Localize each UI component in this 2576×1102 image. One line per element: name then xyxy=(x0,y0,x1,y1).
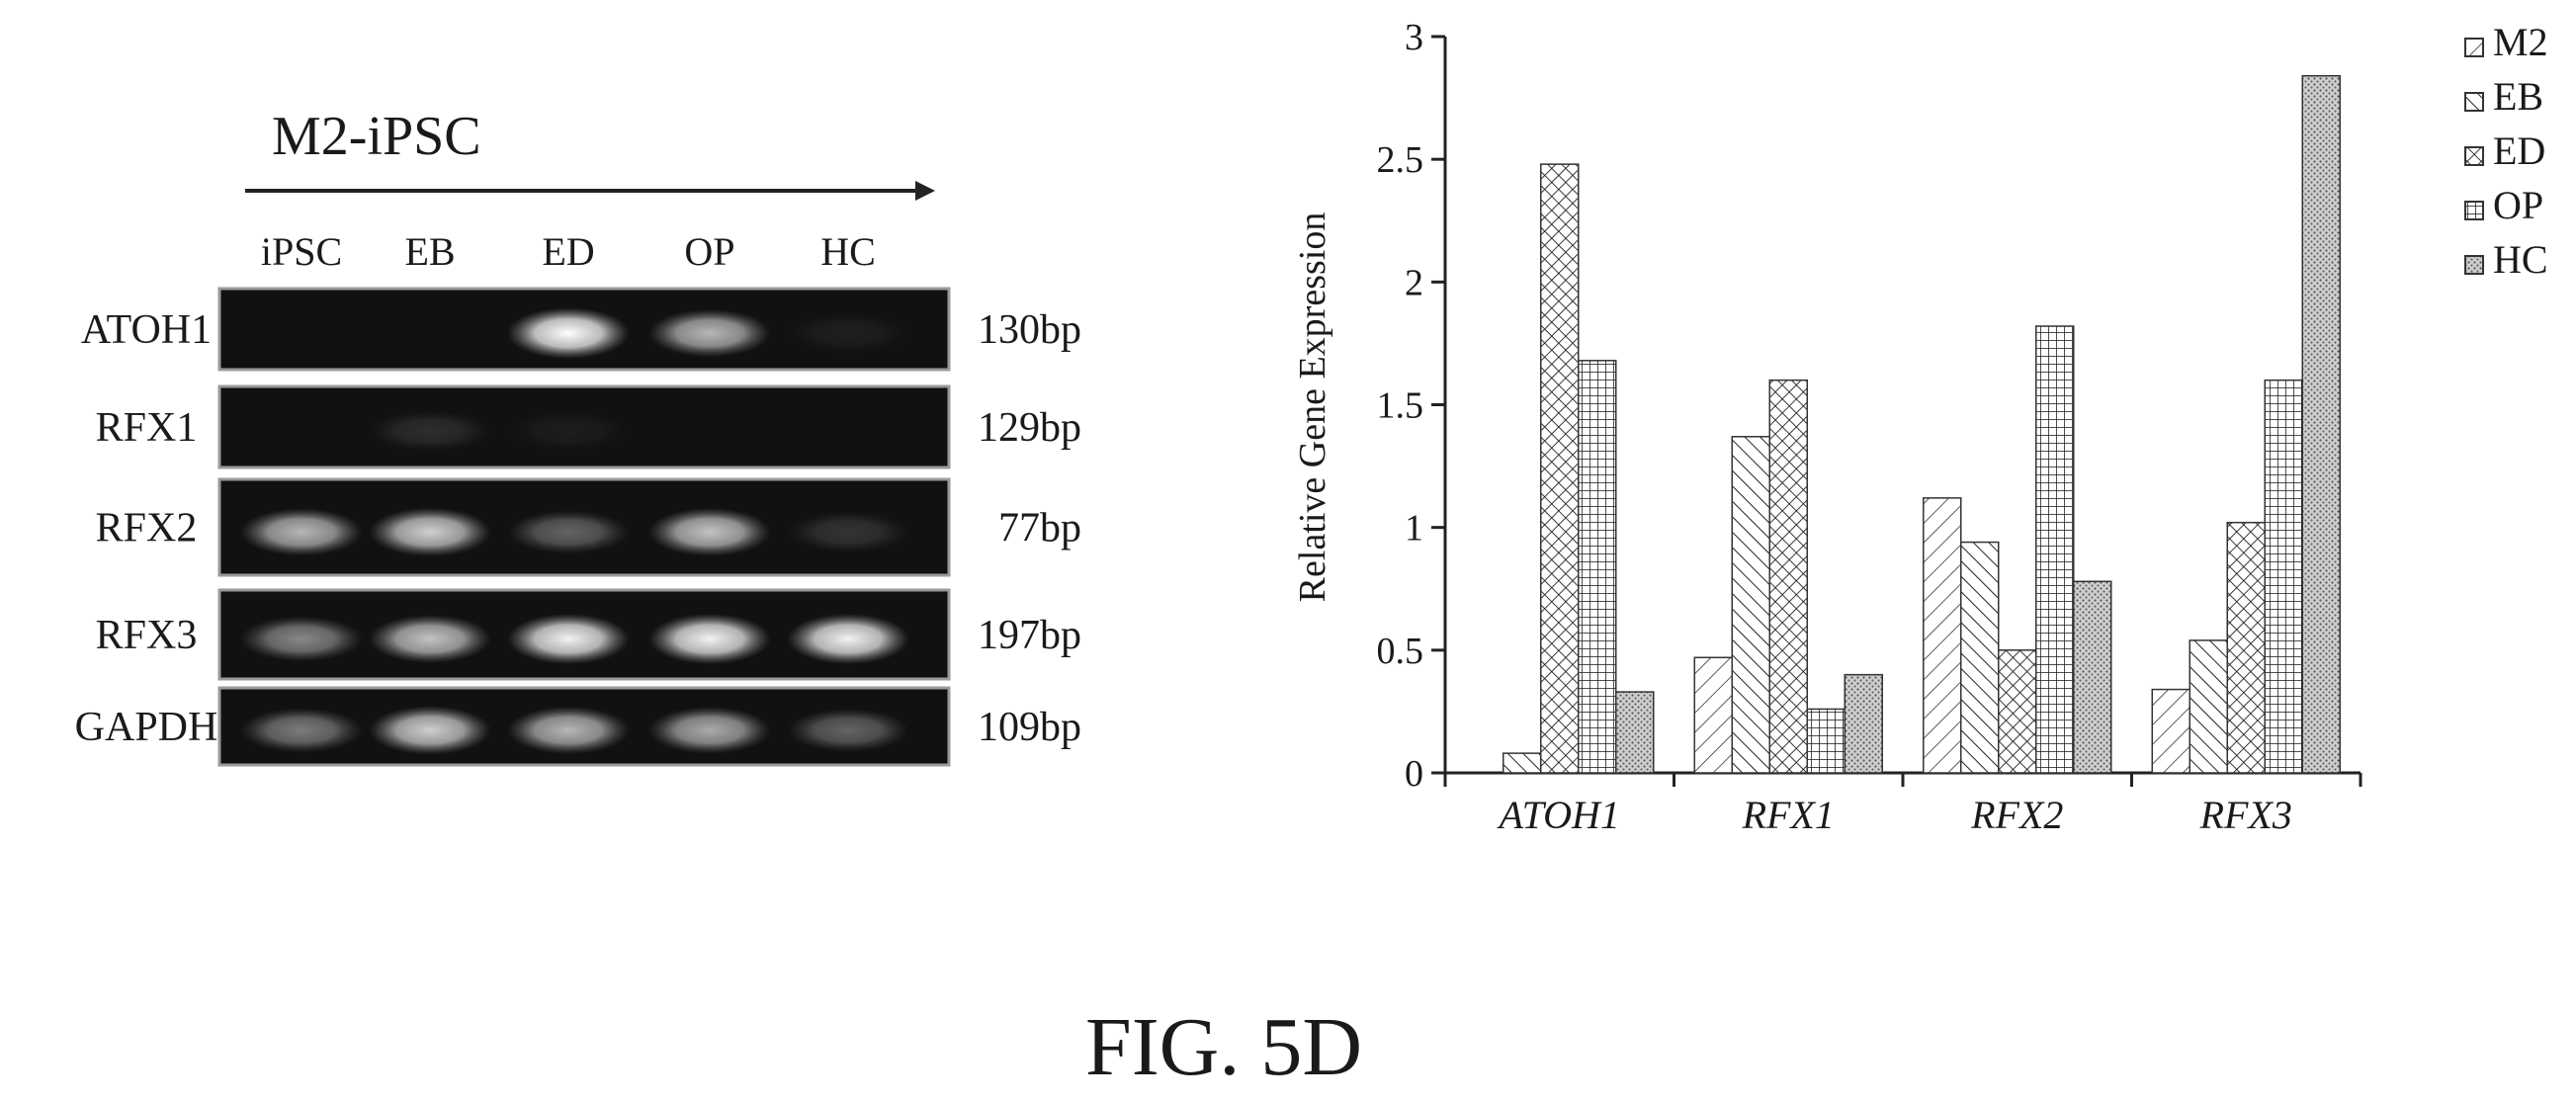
legend-swatch-ed xyxy=(2464,146,2484,166)
bar-m2-rfx1 xyxy=(1693,656,1733,774)
gene-label: RFX2 xyxy=(96,506,198,551)
gel-panel: M2-iPSC iPSC EB ED OP HC ATOH1 130bp RFX1 129bp… xyxy=(75,106,1081,767)
gel-band xyxy=(787,613,909,665)
bar-eb-rfx2 xyxy=(1960,541,2000,774)
lane-label: EB xyxy=(404,229,455,274)
gel-band xyxy=(369,507,491,557)
gel-band xyxy=(507,410,630,452)
gel-band xyxy=(787,511,909,553)
bar-op-rfx1 xyxy=(1806,708,1846,774)
lane-label: HC xyxy=(820,229,876,274)
y-tick-label: 1 xyxy=(1405,508,1423,550)
x-tick-label: ATOH1 xyxy=(1497,793,1620,837)
gel-band xyxy=(240,708,363,753)
band-size-label: 77bp xyxy=(998,506,1081,551)
gene-label: RFX3 xyxy=(96,613,198,658)
gel-band xyxy=(648,613,771,665)
legend-label: EB xyxy=(2493,74,2543,119)
gel-band xyxy=(507,613,630,665)
bar-chart: Relative Gene Expression ATOH1 RFX1 RFX2 RF… xyxy=(1292,17,2548,837)
chart-bars xyxy=(1503,74,2341,774)
x-tick-label: RFX2 xyxy=(1970,793,2063,837)
gel-lane-labels: iPSC EB ED OP HC xyxy=(261,229,876,274)
bar-eb-rfx3 xyxy=(2189,639,2228,774)
lane-label: OP xyxy=(684,229,734,274)
gel-title: M2-iPSC xyxy=(272,106,481,167)
y-tick-label: 2 xyxy=(1405,262,1423,303)
legend-label: ED xyxy=(2493,128,2545,173)
legend-label: OP xyxy=(2493,183,2543,227)
y-tick-labels: 0 0.5 1 1.5 2 2.5 3 xyxy=(1377,17,1424,795)
gel-row-atoh1: ATOH1 130bp xyxy=(81,287,1081,372)
gel-band xyxy=(240,508,363,556)
gel-band xyxy=(507,307,630,360)
y-tick-label: 0 xyxy=(1405,753,1423,795)
gel-band xyxy=(507,706,630,755)
bar-hc-rfx3 xyxy=(2301,74,2341,774)
gel-band xyxy=(369,706,491,755)
gene-label: GAPDH xyxy=(75,705,218,750)
x-tick-label: RFX3 xyxy=(2199,793,2292,837)
y-tick-label: 3 xyxy=(1405,17,1423,58)
legend-swatch-op xyxy=(2464,201,2484,220)
gene-label: ATOH1 xyxy=(81,307,212,353)
band-size-label: 130bp xyxy=(978,307,1081,353)
bar-op-atoh1 xyxy=(1578,360,1617,774)
chart-legend: M2 EB ED OP HC xyxy=(2464,20,2548,282)
gel-band xyxy=(240,616,363,662)
band-size-label: 197bp xyxy=(978,613,1081,658)
gel-rows: ATOH1 130bp RFX1 129bp RFX2 77bp RFX3 197bp GAPD… xyxy=(75,287,1081,767)
y-tick-label: 0.5 xyxy=(1377,631,1424,672)
gel-row-rfx2: RFX2 77bp xyxy=(96,477,1081,577)
bar-ed-rfx3 xyxy=(2226,521,2266,774)
bar-hc-rfx1 xyxy=(1844,673,1883,774)
band-size-label: 109bp xyxy=(978,705,1081,750)
x-tick-label: RFX1 xyxy=(1742,793,1835,837)
legend-swatch-eb xyxy=(2464,92,2484,112)
gel-row-rfx3: RFX3 197bp xyxy=(96,588,1081,681)
gel-band xyxy=(648,308,771,358)
bar-ed-rfx1 xyxy=(1768,379,1808,774)
legend-swatch-hc xyxy=(2464,255,2484,275)
gel-band xyxy=(648,507,771,556)
x-tick-labels: ATOH1 RFX1 RFX2 RFX3 xyxy=(1497,793,2292,837)
gel-row-rfx1: RFX1 129bp xyxy=(96,384,1081,469)
y-axis-label: Relative Gene Expression xyxy=(1292,212,1333,603)
bar-hc-atoh1 xyxy=(1615,691,1655,774)
gel-band xyxy=(369,615,491,663)
y-tick-label: 2.5 xyxy=(1377,139,1424,181)
bar-op-rfx3 xyxy=(2264,379,2303,774)
gel-band xyxy=(648,707,771,754)
gel-band xyxy=(787,708,909,753)
y-tick-label: 1.5 xyxy=(1377,385,1424,427)
bar-eb-rfx1 xyxy=(1731,436,1770,774)
legend-swatch-m2 xyxy=(2464,38,2484,57)
bar-eb-atoh1 xyxy=(1503,752,1542,774)
gene-label: RFX1 xyxy=(96,405,198,451)
gel-arrow-head xyxy=(915,181,935,201)
bar-op-rfx2 xyxy=(2035,325,2075,774)
bar-hc-rfx2 xyxy=(2073,580,2112,774)
bar-ed-atoh1 xyxy=(1540,163,1580,774)
legend-label: M2 xyxy=(2493,20,2548,64)
figure-caption: FIG. 5D xyxy=(1085,1001,1362,1093)
bar-m2-rfx3 xyxy=(2151,688,2190,774)
lane-label: ED xyxy=(542,229,594,274)
legend-label: HC xyxy=(2493,237,2548,282)
bar-m2-rfx2 xyxy=(1923,497,1962,774)
gel-band xyxy=(787,312,909,354)
gel-band xyxy=(369,410,491,452)
lane-label: iPSC xyxy=(261,229,342,274)
band-size-label: 129bp xyxy=(978,405,1081,451)
bar-ed-rfx2 xyxy=(1998,649,2037,774)
gel-row-gapdh: GAPDH 109bp xyxy=(75,686,1081,767)
gel-band xyxy=(507,510,630,554)
